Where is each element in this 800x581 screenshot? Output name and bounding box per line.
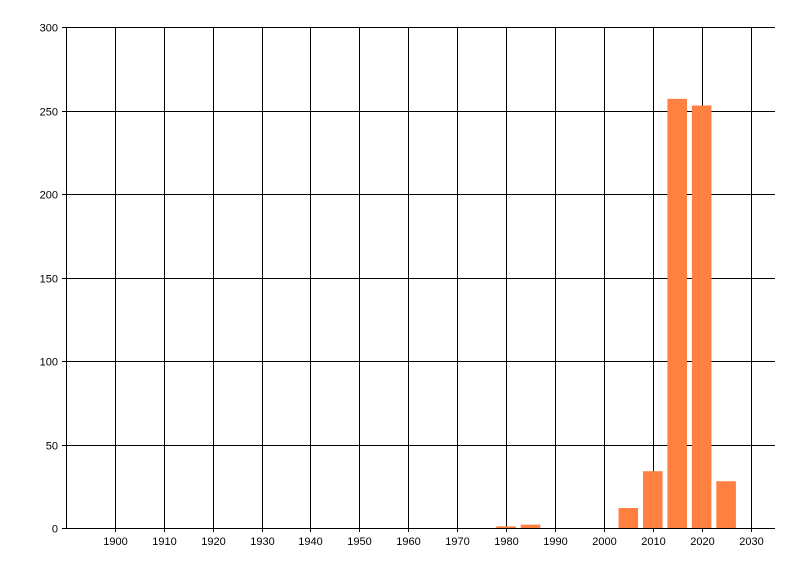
y-tick-label: 150 [40,274,58,286]
x-tick-label: 2030 [739,536,763,548]
x-tick-label: 1920 [201,536,225,548]
x-tick-label: 1960 [396,536,420,548]
x-tick-label: 2020 [690,536,714,548]
y-tick-label: 200 [40,190,58,202]
bar-1985 [520,524,541,528]
x-tick-labels: 1900 1910 1920 1930 1940 1950 1960 1970 1980 1990… [103,536,763,548]
bar-2025 [716,481,736,528]
bar-2005 [618,507,639,528]
x-tick-label: 1910 [152,536,176,548]
x-tick-label: 1940 [298,536,322,548]
y-tick-label: 100 [40,357,58,369]
y-tick-label: 250 [40,107,58,119]
bars [496,98,736,529]
x-tick-label: 1950 [347,536,371,548]
y-tick-label: 50 [46,441,58,453]
y-tick-label: 0 [52,524,58,536]
x-tick-label: 1900 [103,536,127,548]
bar-2010 [642,471,663,528]
bar-2020 [691,105,712,529]
y-tick-labels: 0 50 100 150 200 250 300 [40,23,58,536]
axes [66,27,775,529]
x-tick-label: 1980 [494,536,518,548]
x-tick-label: 2010 [641,536,665,548]
x-tick-label: 1970 [445,536,469,548]
x-tick-label: 2000 [592,536,616,548]
bar-2015 [667,98,687,528]
x-tick-label: 1990 [543,536,567,548]
x-tick-label: 1930 [250,536,274,548]
bar-1980 [496,526,516,528]
y-tick-label: 300 [40,23,58,35]
